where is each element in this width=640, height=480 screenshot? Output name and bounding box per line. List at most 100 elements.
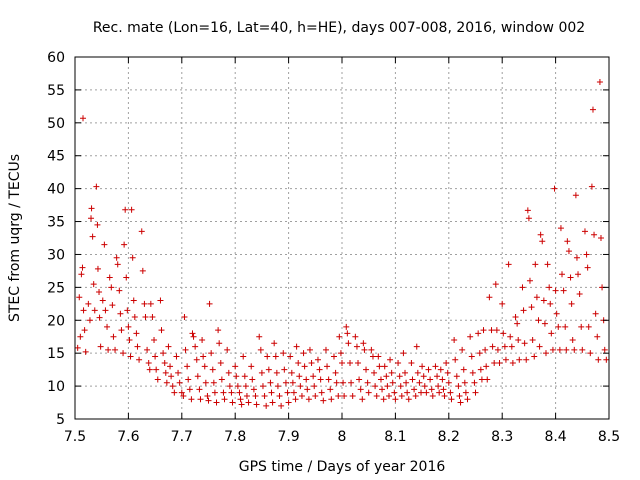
data-point (123, 274, 130, 281)
data-point (106, 274, 113, 281)
data-point (181, 313, 188, 320)
data-point (477, 366, 484, 373)
data-point (592, 310, 599, 317)
data-point (569, 337, 576, 344)
data-point (416, 379, 423, 386)
data-point (304, 386, 311, 393)
data-point (505, 261, 512, 268)
data-point (559, 271, 566, 278)
data-point (340, 379, 347, 386)
x-tick-label: 7.6 (117, 429, 139, 445)
data-point (540, 297, 547, 304)
data-point (168, 373, 175, 380)
data-point (126, 337, 133, 344)
data-point (305, 396, 312, 403)
data-point (208, 350, 215, 357)
data-point (258, 369, 265, 376)
data-point (579, 346, 586, 353)
data-point (136, 356, 143, 363)
data-point (292, 396, 299, 403)
data-point (162, 369, 169, 376)
data-point (544, 261, 551, 268)
data-point (383, 373, 390, 380)
data-point (201, 363, 208, 370)
data-point (205, 397, 212, 404)
data-point (532, 261, 539, 268)
data-point (419, 363, 426, 370)
data-point (96, 314, 103, 321)
data-point (110, 333, 117, 340)
data-point (216, 340, 223, 347)
data-point (261, 392, 268, 399)
data-point (335, 392, 342, 399)
data-point (483, 363, 490, 370)
data-point (439, 376, 446, 383)
data-point (341, 392, 348, 399)
data-point (528, 304, 535, 311)
data-point (427, 376, 434, 383)
data-point (306, 346, 313, 353)
data-point (551, 185, 558, 192)
data-point (364, 379, 371, 386)
data-point (182, 346, 189, 353)
data-point (380, 396, 387, 403)
data-point (129, 254, 136, 261)
data-point (265, 366, 272, 373)
data-point (127, 353, 134, 360)
data-point (94, 265, 101, 272)
data-point (114, 261, 121, 268)
data-point (515, 337, 522, 344)
data-point (412, 392, 419, 399)
y-tick-label: 60 (47, 50, 65, 66)
data-point (122, 206, 129, 213)
data-point (405, 396, 412, 403)
data-point (215, 327, 222, 334)
data-point (142, 313, 149, 320)
data-point (547, 300, 554, 307)
data-point (245, 399, 252, 406)
data-point (120, 350, 127, 357)
data-point (264, 353, 271, 360)
data-point (146, 366, 153, 373)
data-point (575, 271, 582, 278)
data-point (271, 340, 278, 347)
data-point (96, 288, 103, 295)
data-point (204, 392, 211, 399)
y-axis-ticks: 5 10 15 20 25 30 35 40 45 50 55 60 (47, 50, 609, 428)
data-point (141, 300, 148, 307)
data-point (502, 356, 509, 363)
data-point (482, 346, 489, 353)
y-tick-label: 25 (47, 280, 65, 296)
data-point (377, 376, 384, 383)
data-point (169, 383, 176, 390)
data-point (452, 356, 459, 363)
data-point (280, 350, 287, 357)
data-point (108, 284, 115, 291)
data-point (94, 221, 101, 228)
data-point (248, 363, 255, 370)
data-point (578, 323, 585, 330)
data-point (345, 340, 352, 347)
data-point (461, 379, 468, 386)
data-point (476, 350, 483, 357)
data-point (97, 343, 104, 350)
data-point (161, 360, 168, 367)
data-point (79, 264, 86, 271)
data-point (263, 402, 270, 409)
data-point (591, 231, 598, 238)
data-point (281, 366, 288, 373)
data-point (395, 360, 402, 367)
data-point (276, 392, 283, 399)
data-point (403, 379, 410, 386)
data-point (153, 366, 160, 373)
data-point (601, 346, 608, 353)
data-point (521, 340, 528, 347)
data-point (74, 344, 81, 351)
y-tick-label: 35 (47, 215, 65, 231)
data-point (457, 399, 464, 406)
data-point (576, 290, 583, 297)
data-point (290, 389, 297, 396)
data-point (288, 369, 295, 376)
data-point (217, 360, 224, 367)
data-point (402, 369, 409, 376)
